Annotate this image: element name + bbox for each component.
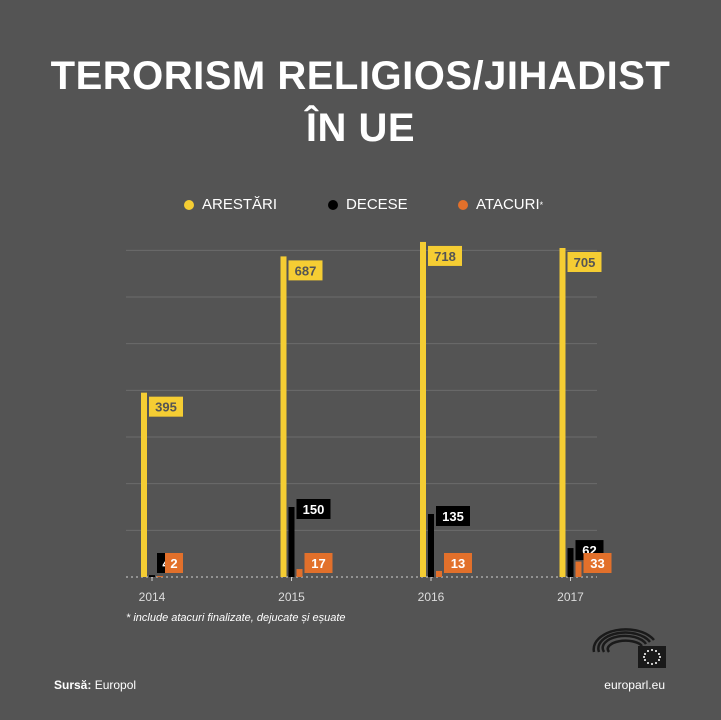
data-label: 150 <box>303 502 325 517</box>
bar-0 <box>420 241 426 577</box>
data-label: 718 <box>434 249 456 264</box>
data-label-bg <box>583 553 612 573</box>
bar-2 <box>157 576 163 578</box>
site-link[interactable]: europarl.eu <box>604 678 665 692</box>
footnote-mark: * <box>126 612 131 624</box>
x-tick-label: 2017 <box>557 590 584 604</box>
data-label: 395 <box>155 400 177 415</box>
bar-2 <box>296 569 303 577</box>
data-label-bg <box>304 553 333 573</box>
bar-2 <box>436 570 442 577</box>
bar-1 <box>149 575 155 577</box>
footnote-text: include atacuri finalizate, dejucate și … <box>133 612 346 624</box>
bar-0 <box>141 392 147 577</box>
bar-0 <box>280 256 287 577</box>
chart-title: TERORISM RELIGIOS/JIHADIST <box>50 54 671 98</box>
x-tick-label: 2015 <box>278 590 305 604</box>
data-label-bg <box>567 252 602 272</box>
data-label: 13 <box>451 556 465 571</box>
data-label: 705 <box>574 255 596 270</box>
data-label: 135 <box>442 509 464 524</box>
data-label-bg <box>165 553 183 573</box>
data-label-bg <box>296 499 331 519</box>
source: Sursă: Europol <box>54 678 136 692</box>
legend-item-decese: DECESE <box>328 196 408 213</box>
data-label-bg <box>149 396 183 417</box>
legend-dot-icon <box>328 199 338 210</box>
bar-1 <box>288 507 295 577</box>
bar-1 <box>567 548 574 577</box>
legend-dot-icon <box>458 199 468 210</box>
source-value: Europol <box>94 678 137 692</box>
data-label: 2 <box>170 556 177 571</box>
source-label: Sursă: <box>54 678 92 692</box>
bar-0 <box>559 248 566 577</box>
legend-item-arestari: ARESTĂRI <box>184 196 277 213</box>
data-label-bg <box>444 553 472 573</box>
legend-item-atacuri: ATACURI * <box>458 196 543 213</box>
data-label: 687 <box>295 263 317 278</box>
bar-2 <box>575 561 582 577</box>
legend-label: ATACURI <box>476 196 540 213</box>
bar-1 <box>428 514 434 577</box>
chart-title-line2: ÎN UE <box>305 106 416 150</box>
data-label: 33 <box>590 556 604 571</box>
legend-label: DECESE <box>346 196 408 213</box>
data-label-bg <box>428 245 462 266</box>
legend-footnote-mark: * <box>539 199 544 210</box>
data-label-bg <box>436 506 470 526</box>
footnote: * include atacuri finalizate, dejucate ș… <box>126 612 346 624</box>
legend-dot-icon <box>184 199 194 210</box>
parliament-logo-icon <box>592 628 666 668</box>
x-tick-label: 2016 <box>418 590 445 604</box>
data-label-bg <box>288 260 323 281</box>
x-tick-label: 2014 <box>139 590 166 604</box>
data-label: 17 <box>311 556 325 571</box>
legend-label: ARESTĂRI <box>202 196 278 213</box>
